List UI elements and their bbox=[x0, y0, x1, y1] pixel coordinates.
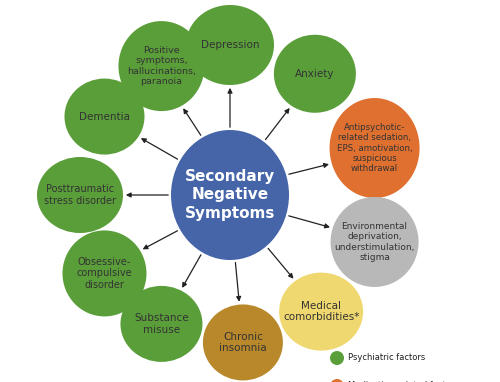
Circle shape bbox=[330, 379, 344, 382]
Ellipse shape bbox=[330, 197, 418, 287]
Text: Environmental
deprivation,
understimulation,
stigma: Environmental deprivation, understimulat… bbox=[334, 222, 414, 262]
Ellipse shape bbox=[186, 5, 274, 85]
Text: Psychiatric factors: Psychiatric factors bbox=[348, 353, 425, 363]
Circle shape bbox=[330, 351, 344, 365]
Text: Posttraumatic
stress disorder: Posttraumatic stress disorder bbox=[44, 184, 116, 206]
Ellipse shape bbox=[203, 304, 283, 380]
Ellipse shape bbox=[37, 157, 123, 233]
Ellipse shape bbox=[279, 273, 363, 351]
Text: Depression: Depression bbox=[201, 40, 259, 50]
Ellipse shape bbox=[330, 98, 420, 198]
Text: Secondary
Negative
Symptoms: Secondary Negative Symptoms bbox=[185, 169, 275, 221]
Ellipse shape bbox=[118, 21, 204, 111]
Text: Obsessive-
compulsive
disorder: Obsessive- compulsive disorder bbox=[76, 257, 132, 290]
Text: Substance
misuse: Substance misuse bbox=[134, 313, 189, 335]
Text: Antipsychotic-
related sedation,
EPS, amotivation,
suspicious
withdrawal: Antipsychotic- related sedation, EPS, am… bbox=[336, 123, 412, 173]
Text: Positive
symptoms,
hallucinations,
paranoia: Positive symptoms, hallucinations, paran… bbox=[127, 46, 196, 86]
Text: Chronic
insomnia: Chronic insomnia bbox=[219, 332, 266, 353]
Text: Anxiety: Anxiety bbox=[295, 69, 335, 79]
Ellipse shape bbox=[120, 286, 202, 362]
Ellipse shape bbox=[62, 230, 146, 316]
Ellipse shape bbox=[274, 35, 356, 113]
Ellipse shape bbox=[171, 130, 289, 260]
Ellipse shape bbox=[64, 79, 144, 155]
Text: Dementia: Dementia bbox=[79, 112, 130, 121]
Text: Medical
comorbidities*: Medical comorbidities* bbox=[283, 301, 360, 322]
